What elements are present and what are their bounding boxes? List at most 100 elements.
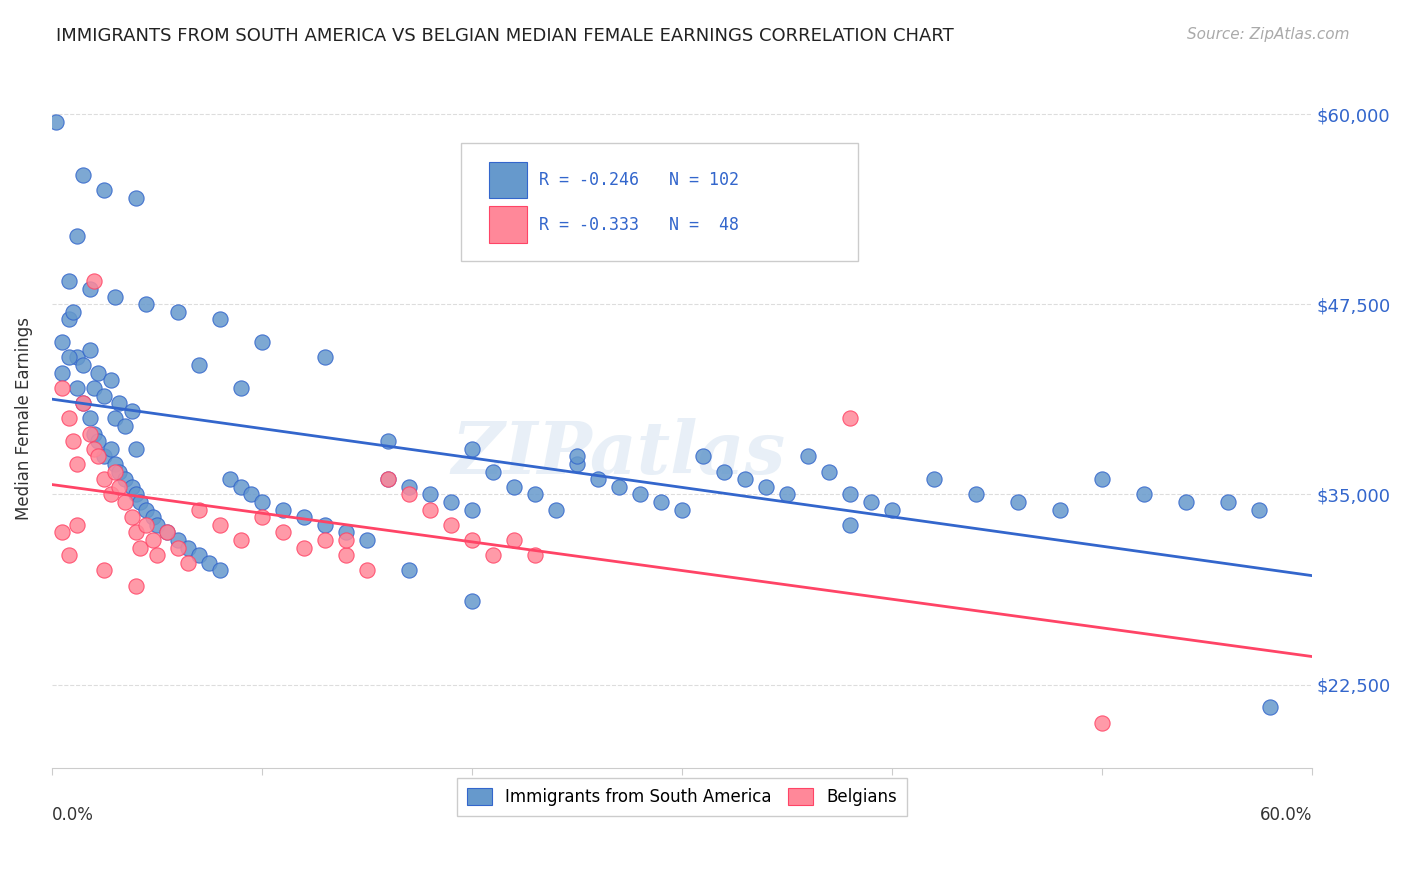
Point <box>377 472 399 486</box>
Point <box>125 579 148 593</box>
Point <box>121 403 143 417</box>
Point <box>965 487 987 501</box>
Point <box>72 168 94 182</box>
Point <box>66 457 89 471</box>
Point <box>135 517 157 532</box>
Y-axis label: Median Female Earnings: Median Female Earnings <box>15 317 32 520</box>
Point <box>187 502 209 516</box>
Point <box>461 533 484 547</box>
Point <box>1174 495 1197 509</box>
Point <box>51 381 73 395</box>
Point <box>104 457 127 471</box>
Point <box>502 480 524 494</box>
Point <box>93 472 115 486</box>
Point <box>314 517 336 532</box>
Point <box>104 411 127 425</box>
Text: ZIPatlas: ZIPatlas <box>451 417 786 489</box>
Point <box>108 396 131 410</box>
Point <box>87 366 110 380</box>
Point <box>671 502 693 516</box>
Point <box>481 548 503 562</box>
Point <box>734 472 756 486</box>
Point <box>66 381 89 395</box>
Point <box>121 510 143 524</box>
Point <box>335 548 357 562</box>
Point <box>79 426 101 441</box>
Point <box>440 495 463 509</box>
Point <box>125 525 148 540</box>
Point <box>62 305 84 319</box>
Point <box>83 426 105 441</box>
Point <box>66 351 89 365</box>
Point <box>156 525 179 540</box>
Point <box>198 556 221 570</box>
Point <box>219 472 242 486</box>
Point <box>104 465 127 479</box>
Point <box>114 472 136 486</box>
Point <box>79 411 101 425</box>
Point <box>250 335 273 350</box>
Point <box>145 548 167 562</box>
Point <box>1091 472 1114 486</box>
Point <box>72 358 94 372</box>
Point <box>607 480 630 494</box>
Point <box>87 434 110 449</box>
Point <box>79 282 101 296</box>
Point <box>129 495 152 509</box>
Point <box>1258 700 1281 714</box>
Point <box>565 457 588 471</box>
Point <box>1133 487 1156 501</box>
Point <box>100 442 122 456</box>
Point <box>419 487 441 501</box>
Point <box>125 191 148 205</box>
Point <box>398 480 420 494</box>
Point <box>72 396 94 410</box>
Point <box>356 533 378 547</box>
Point <box>93 183 115 197</box>
Point <box>292 541 315 555</box>
Point <box>229 533 252 547</box>
Point <box>481 465 503 479</box>
Point <box>1216 495 1239 509</box>
Point <box>108 465 131 479</box>
Point <box>271 502 294 516</box>
Point <box>87 450 110 464</box>
Point <box>93 563 115 577</box>
Point <box>45 114 67 128</box>
Point <box>628 487 651 501</box>
Point <box>125 442 148 456</box>
Point <box>838 411 860 425</box>
Point <box>565 450 588 464</box>
Point <box>523 548 546 562</box>
Text: 0.0%: 0.0% <box>52 806 94 824</box>
Legend: Immigrants from South America, Belgians: Immigrants from South America, Belgians <box>457 778 907 816</box>
Point <box>1091 715 1114 730</box>
Point <box>114 419 136 434</box>
Point <box>335 533 357 547</box>
FancyBboxPatch shape <box>489 206 527 243</box>
Point <box>314 351 336 365</box>
Point <box>755 480 778 494</box>
Point <box>93 450 115 464</box>
Point <box>187 548 209 562</box>
Point <box>208 563 231 577</box>
Point <box>523 487 546 501</box>
Point <box>377 472 399 486</box>
Point <box>79 343 101 357</box>
Point <box>66 517 89 532</box>
Point <box>135 502 157 516</box>
Point <box>58 275 80 289</box>
Point <box>817 465 839 479</box>
Point <box>114 495 136 509</box>
Point <box>838 487 860 501</box>
Point <box>208 517 231 532</box>
Text: 60.0%: 60.0% <box>1260 806 1312 824</box>
Point <box>292 510 315 524</box>
Point <box>166 541 188 555</box>
Point <box>58 548 80 562</box>
Point <box>692 450 714 464</box>
Point <box>177 541 200 555</box>
Text: R = -0.246   N = 102: R = -0.246 N = 102 <box>540 170 740 189</box>
Point <box>58 411 80 425</box>
Point <box>66 228 89 243</box>
